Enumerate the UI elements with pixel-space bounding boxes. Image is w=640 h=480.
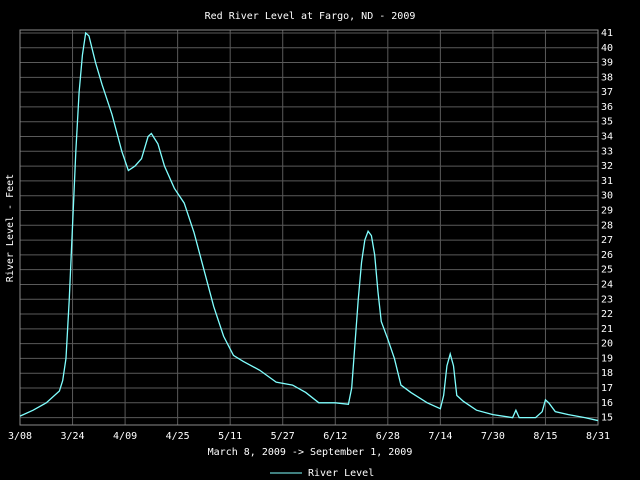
y-tick-label: 33 — [601, 146, 613, 157]
legend-label: River Level — [308, 468, 374, 479]
y-tick-label: 28 — [601, 220, 613, 231]
y-tick-label: 34 — [601, 132, 613, 143]
y-tick-label: 24 — [601, 279, 613, 290]
y-tick-label: 16 — [601, 398, 613, 409]
x-axis-label: March 8, 2009 -> September 1, 2009 — [208, 447, 413, 458]
y-tick-label: 41 — [601, 28, 613, 39]
x-tick-label: 6/12 — [323, 431, 347, 442]
y-tick-label: 39 — [601, 58, 613, 69]
x-tick-label: 5/27 — [271, 431, 295, 442]
y-tick-label: 21 — [601, 324, 613, 335]
y-tick-label: 29 — [601, 205, 613, 216]
y-tick-label: 19 — [601, 353, 613, 364]
y-tick-label: 38 — [601, 72, 613, 83]
x-tick-label: 4/25 — [166, 431, 190, 442]
y-tick-label: 18 — [601, 368, 613, 379]
y-tick-label: 26 — [601, 250, 613, 261]
x-tick-label: 4/09 — [113, 431, 137, 442]
y-tick-label: 37 — [601, 87, 613, 98]
x-tick-label: 7/14 — [428, 431, 452, 442]
y-tick-label: 30 — [601, 191, 613, 202]
y-tick-label: 36 — [601, 102, 613, 113]
y-tick-label: 31 — [601, 176, 613, 187]
y-tick-label: 15 — [601, 413, 613, 424]
y-tick-label: 32 — [601, 161, 613, 172]
y-tick-label: 25 — [601, 265, 613, 276]
plot-frame — [19, 29, 599, 426]
x-tick-label: 8/31 — [586, 431, 610, 442]
chart-title: Red River Level at Fargo, ND - 2009 — [205, 11, 416, 22]
y-tick-label: 27 — [601, 235, 613, 246]
y-tick-label: 23 — [601, 294, 613, 305]
x-tick-label: 5/11 — [218, 431, 242, 442]
y-tick-label: 17 — [601, 383, 613, 394]
y-tick-label: 22 — [601, 309, 613, 320]
x-tick-label: 8/15 — [533, 431, 557, 442]
x-tick-label: 3/24 — [60, 431, 84, 442]
x-tick-label: 7/30 — [481, 431, 505, 442]
x-tick-label: 3/08 — [8, 431, 32, 442]
y-tick-label: 20 — [601, 339, 613, 350]
y-tick-label: 35 — [601, 117, 613, 128]
y-tick-label: 40 — [601, 43, 613, 54]
data-line — [19, 31, 599, 422]
y-axis-label: River Level - Feet — [5, 174, 16, 282]
x-tick-label: 6/28 — [376, 431, 400, 442]
